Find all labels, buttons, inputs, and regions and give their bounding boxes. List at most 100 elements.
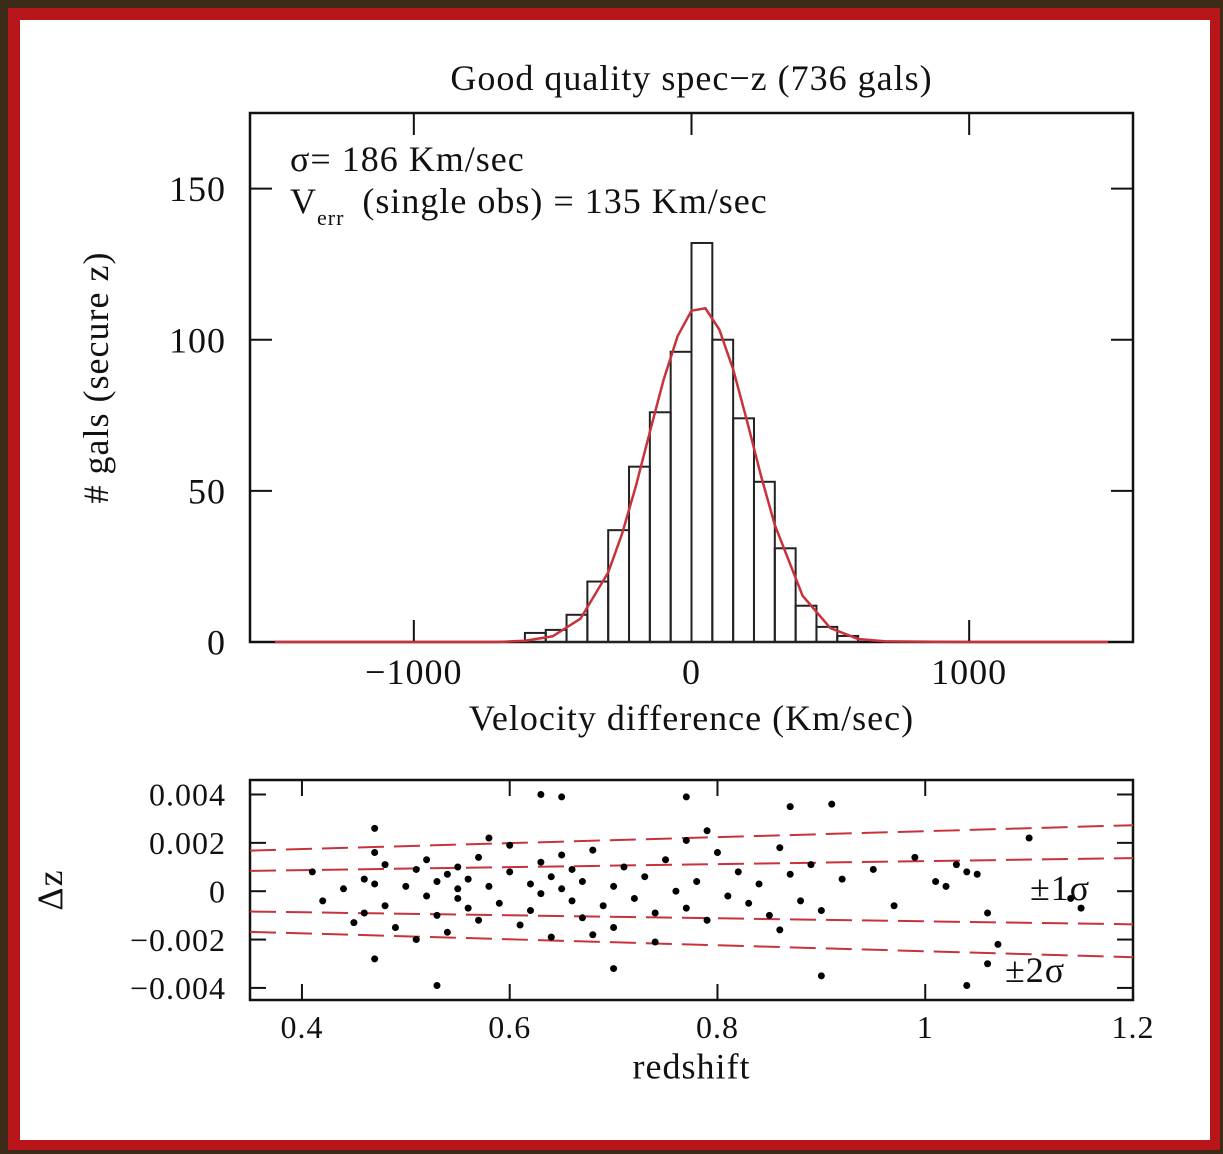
point [537,858,545,866]
point [1067,894,1075,902]
point [433,878,441,886]
point [547,933,555,941]
point [693,878,701,886]
point [578,914,586,922]
y-tick-label: 150 [169,169,226,209]
point [475,916,483,924]
point [454,885,462,893]
point [371,955,379,963]
point [786,870,794,878]
point [433,981,441,989]
point [485,882,493,890]
point [412,865,420,873]
point [308,868,316,876]
point [745,899,753,907]
point [360,875,368,883]
point [568,897,576,905]
point [755,880,763,888]
point [443,928,451,936]
point [381,902,389,910]
point [620,863,628,871]
point [454,863,462,871]
point [423,892,431,900]
point [371,849,379,857]
point [776,844,784,852]
point [828,800,836,808]
point [589,931,597,939]
point [558,851,566,859]
point [838,875,846,883]
y-tick-label: −0.002 [130,922,226,958]
point [558,885,566,893]
point [817,972,825,980]
point [703,827,711,835]
chart-title: Good quality spec−z (736 gals) [450,58,932,98]
point [869,865,877,873]
fit-curve [274,306,1109,644]
x-tick-label: 0.4 [280,1009,323,1045]
x-tick-label: 1 [917,1009,934,1045]
point [932,878,940,886]
point [433,911,441,919]
point [890,902,898,910]
plot-frame [248,778,1135,1002]
point [610,923,618,931]
point [516,921,524,929]
annotation-part: V [290,181,317,221]
point [443,870,451,878]
point [1077,904,1085,912]
annotation: Verr (single obs) = 135 Km/sec [290,181,768,230]
point [381,861,389,869]
x-tick-label: 0.6 [488,1009,531,1045]
y-tick-label: −0.004 [130,970,226,1006]
point [599,902,607,910]
x-axis-label: Velocity difference (Km/sec) [469,698,914,738]
point [963,868,971,876]
y-tick-label: 0 [209,873,226,909]
point [485,834,493,842]
point [776,926,784,934]
y-tick-label: 50 [188,471,226,511]
point [537,791,545,799]
point [371,880,379,888]
point [464,875,472,883]
point [963,981,971,989]
y-tick-label: 100 [169,320,226,360]
point [610,965,618,973]
y-axis-label: # gals (secure z) [76,252,116,504]
point [506,868,514,876]
point [339,885,347,893]
point [713,849,721,857]
point [412,936,420,944]
point [942,882,950,890]
band-label: ±1σ [1030,868,1090,908]
point [526,907,534,915]
point [454,894,462,902]
point [682,836,690,844]
point [682,793,690,801]
point [391,923,399,931]
sigma-line [249,857,1134,872]
point [911,853,919,861]
point [734,868,742,876]
bar [815,625,839,644]
annotation: σ= 186 Km/sec [290,139,525,179]
point [537,890,545,898]
point [578,878,586,886]
point [641,873,649,881]
point [817,907,825,915]
x-tick-label: 0 [682,652,701,692]
point [1025,834,1033,842]
point [682,904,690,912]
point [765,911,773,919]
x-axis-label: redshift [633,1046,751,1086]
x-tick-label: −1000 [365,652,462,692]
point [371,824,379,832]
point [786,803,794,811]
point [797,897,805,905]
point [994,940,1002,948]
point [630,894,638,902]
point [568,865,576,873]
